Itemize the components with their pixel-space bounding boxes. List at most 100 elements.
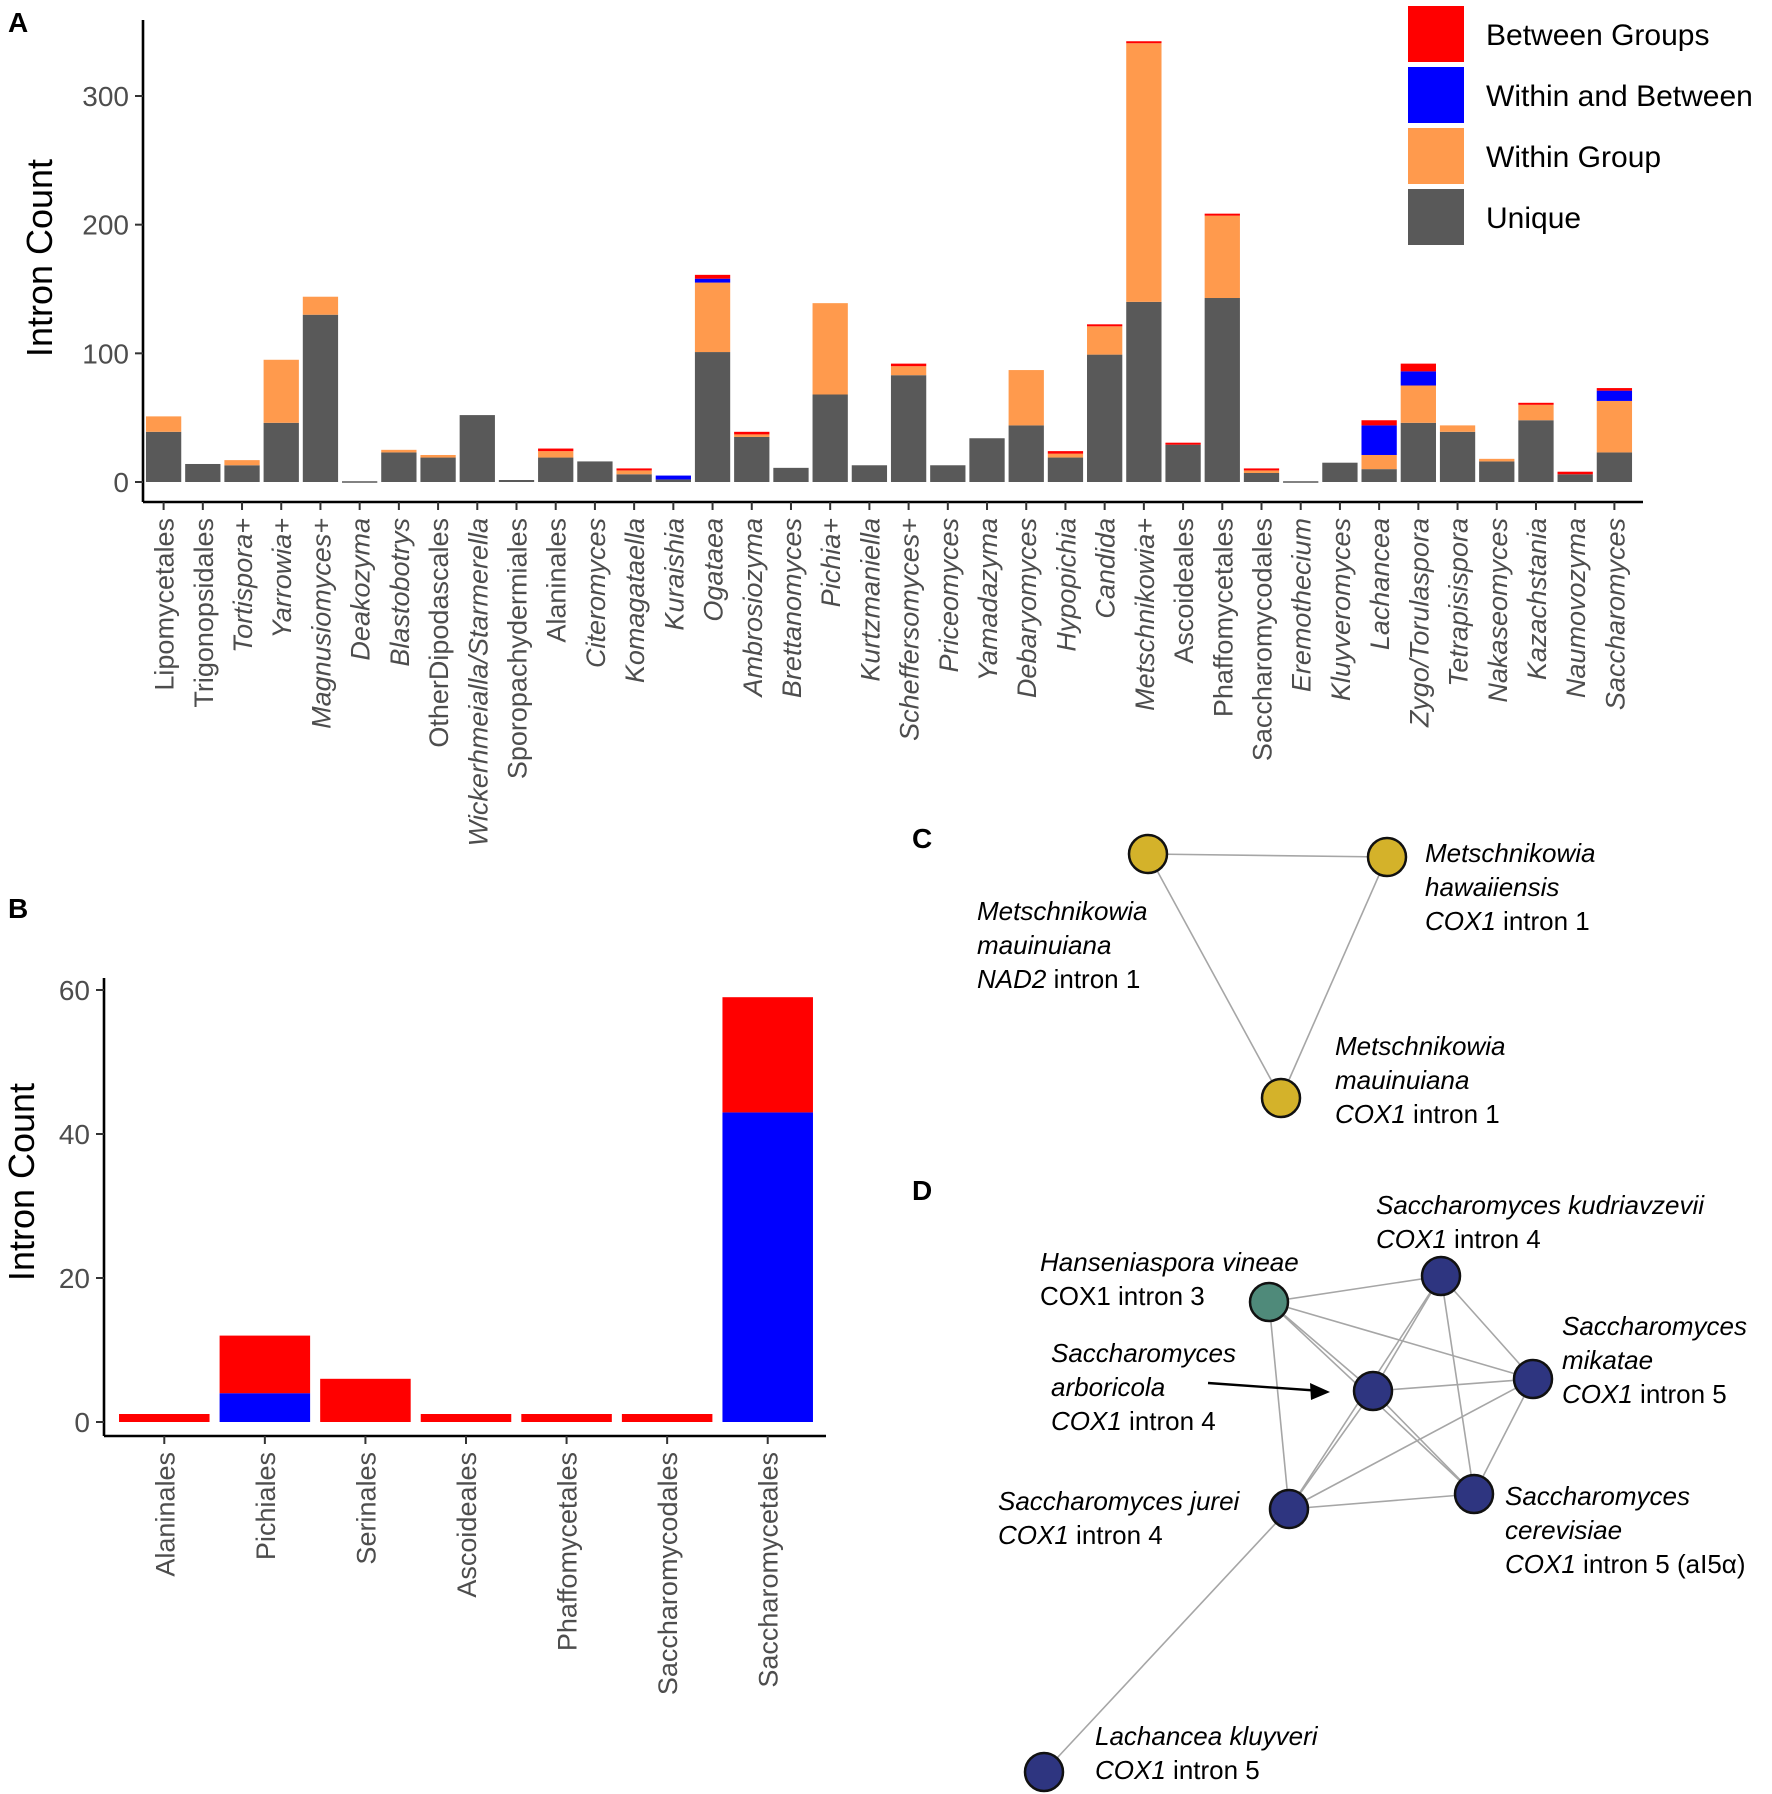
chart-a-ylabel: Intron Count: [19, 159, 60, 357]
a-xtick-label: Yamadazyma: [973, 518, 1003, 681]
a-xtick-label: Lipomycetales: [150, 518, 180, 691]
a-xtick-label: Zygo/Torulaspora: [1404, 518, 1434, 728]
bar-a-metschnikowia-between-groups: [1126, 41, 1162, 44]
bar-a-kazachstania-within-group: [1518, 404, 1554, 421]
bar-a-hypopichia-within-group: [1047, 453, 1084, 458]
node-c-mh-cox1: [1366, 836, 1408, 878]
b-ytick-label: 60: [59, 975, 90, 1006]
panel-a-letter: A: [8, 7, 28, 38]
bar-a-saccharomyces-within-group: [1596, 400, 1633, 453]
bar-a-trigonopsidales-unique: [185, 463, 221, 482]
network-c: Metschnikowia mauinuiana NAD2 intron 1 Met…: [977, 833, 1596, 1129]
bar-a-priceomyces-unique: [930, 465, 966, 482]
a-xtick-label: Tetrapisispora: [1444, 518, 1474, 687]
legend-label-between-groups: Between Groups: [1486, 19, 1709, 52]
label-d-sa: Saccharomyces arboricola COX1 intron 4: [1051, 1338, 1236, 1436]
a-xtick-label: Debaryomyces: [1012, 518, 1042, 698]
bar-a-magnusiomyces-unique: [302, 314, 339, 482]
a-xtick-label: Kazachstania: [1522, 518, 1552, 680]
bar-a-metschnikowia-unique: [1126, 301, 1162, 482]
edge-c-1: [1147, 853, 1388, 858]
bar-a-phaffomycetales-within-group: [1204, 215, 1240, 299]
bar-b-pichiales-within-and-between: [219, 1393, 311, 1422]
a-xtick-label: Alaninales: [542, 518, 572, 643]
bar-b-pichiales-between-groups: [219, 1335, 311, 1394]
a-xtick-label: Brettanomyces: [777, 518, 807, 698]
a-ytick-label: 200: [82, 210, 129, 241]
node-d-sk: [1420, 1255, 1462, 1297]
bar-a-pichia-within-group: [812, 303, 848, 395]
bar-a-ogataea-within-and-between: [694, 278, 731, 283]
legend-label-within-group: Within Group: [1486, 141, 1661, 174]
b-xtick-label: Saccharomycodales: [653, 1452, 683, 1695]
bar-a-scheffersomyces-unique: [890, 375, 927, 482]
bar-a-komagataella-within-group: [616, 470, 652, 475]
chart-b-ylabel: Intron Count: [1, 1083, 42, 1281]
a-xtick-label: Pichia+: [816, 518, 846, 607]
bar-a-naumovozyma-between-groups: [1557, 471, 1593, 475]
a-xtick-label: Ascoideales: [1169, 518, 1199, 664]
bar-a-wickerhmeialla-starmerella-unique: [459, 415, 495, 482]
label-d-lk: Lachancea kluyveri COX1 intron 5: [1095, 1721, 1319, 1785]
bar-a-zygo-torulaspora-unique: [1400, 422, 1436, 482]
bar-a-pichia-unique: [812, 394, 848, 482]
bar-a-sporopachydermiales-unique: [498, 480, 535, 482]
b-xtick-label: Pichiales: [251, 1452, 281, 1560]
a-xtick-label: Kuraishia: [659, 518, 689, 631]
a-xtick-label: Metschnikowia+: [1130, 518, 1160, 711]
a-xtick-label: Blastobotrys: [385, 518, 415, 667]
a-xtick-label: Candida: [1091, 518, 1121, 619]
label-d-sj: Saccharomyces jurei COX1 intron 4: [998, 1486, 1241, 1550]
edge-c-2: [1147, 853, 1282, 1099]
a-xtick-label: Kurtzmaniella: [855, 518, 885, 682]
bar-a-lipomycetales-within-group: [145, 416, 182, 432]
chart-a: 0 100 200 300 Lipomycetales Trigonopsidales To…: [82, 20, 1643, 846]
a-xtick-label: Naumovozyma: [1561, 518, 1591, 698]
b-xtick-label: Alaninales: [150, 1452, 180, 1577]
a-ytick-label: 0: [113, 467, 129, 498]
bar-b-saccharomycodales-between-groups: [621, 1414, 713, 1422]
b-xtick-label: Serinales: [351, 1452, 381, 1565]
bar-a-alaninales-between-groups: [538, 448, 574, 452]
arrowhead-icon: [1310, 1383, 1330, 1400]
bar-a-citeromyces-unique: [577, 461, 613, 482]
bar-a-blastobotrys-within-group: [381, 449, 417, 453]
label-d-sm: Saccharomyces mikatae COX1 intron 5: [1562, 1311, 1747, 1409]
bar-a-lachancea-between-groups: [1361, 420, 1397, 426]
b-ytick-label: 40: [59, 1119, 90, 1150]
a-xtick-label: Priceomyces: [934, 518, 964, 673]
bar-a-yarrowia-unique: [263, 422, 299, 482]
a-xtick-label: Ambrosiozyma: [738, 518, 768, 699]
bar-a-otherdipodascales-unique: [420, 457, 456, 482]
edge-c-3: [1280, 856, 1388, 1099]
bar-a-lachancea-within-group: [1361, 454, 1397, 470]
chart-a-legend: Between Groups Within and Between Within G…: [1408, 6, 1753, 245]
bar-a-lachancea-within-and-between: [1361, 425, 1397, 455]
a-ytick-label: 300: [82, 81, 129, 112]
a-xtick-label: Saccharomycodales: [1248, 518, 1278, 761]
panel-d-letter: D: [912, 1175, 932, 1206]
panel-b-letter: B: [8, 893, 28, 924]
bar-a-yarrowia-within-group: [263, 359, 299, 423]
bar-a-saccharomycodales-between-groups: [1243, 468, 1280, 471]
bar-a-phaffomycetales-unique: [1204, 298, 1240, 482]
bar-a-komagataella-between-groups: [616, 468, 652, 471]
bar-b-saccharomycetales-between-groups: [722, 997, 813, 1113]
bar-b-serinales-between-groups: [320, 1378, 411, 1422]
bar-b-ascoideales-between-groups: [420, 1414, 512, 1422]
a-xtick-label: Phaffomycetales: [1208, 518, 1238, 717]
bar-a-candida-unique: [1087, 354, 1123, 482]
a-xtick-label: Kluyveromyces: [1326, 518, 1356, 701]
bar-a-saccharomyces-between-groups: [1596, 388, 1633, 391]
bar-a-tortispora-unique: [224, 465, 260, 482]
bar-a-nakaseomyces-within-group: [1479, 458, 1515, 462]
bar-a-ogataea-within-group: [694, 282, 731, 353]
bar-a-saccharomycodales-within-group: [1243, 470, 1280, 473]
arrow-arboricola: [1207, 1381, 1323, 1393]
legend-swatch-within-group: [1408, 128, 1464, 184]
bar-a-zygo-torulaspora-within-group: [1400, 385, 1436, 423]
b-xtick-label: Phaffomycetales: [553, 1452, 583, 1651]
a-xtick-label: Hypopichia: [1051, 518, 1081, 652]
node-d-hv: [1248, 1281, 1290, 1323]
chart-b: 0 20 40 60 Alaninales Pichiales Serinales Ascoi…: [59, 975, 826, 1695]
